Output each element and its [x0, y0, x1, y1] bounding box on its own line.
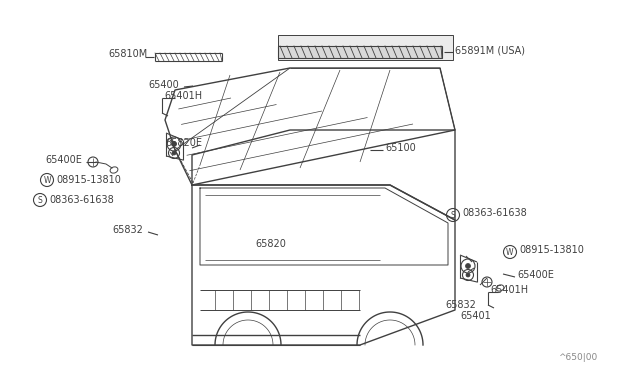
Text: 65400E: 65400E	[517, 270, 554, 280]
Text: S: S	[38, 196, 42, 205]
Text: W: W	[506, 247, 514, 257]
Circle shape	[466, 273, 470, 277]
Text: 65401: 65401	[460, 311, 491, 321]
Text: 08363-61638: 08363-61638	[49, 195, 114, 205]
Bar	[278, 35, 453, 60]
Text: 65401H: 65401H	[490, 285, 528, 295]
Text: 65832: 65832	[445, 300, 476, 310]
Text: 08363-61638: 08363-61638	[462, 208, 527, 218]
Text: 08915-13810: 08915-13810	[519, 245, 584, 255]
Text: 65891M (USA): 65891M (USA)	[455, 45, 525, 55]
Text: 65100: 65100	[385, 143, 416, 153]
Text: 65401H: 65401H	[164, 91, 202, 101]
Text: 65820: 65820	[255, 239, 286, 249]
Text: ^650|00: ^650|00	[558, 353, 597, 362]
Text: 65400E: 65400E	[45, 155, 82, 165]
Circle shape	[172, 151, 176, 155]
Text: 65810M: 65810M	[108, 49, 147, 59]
Text: W: W	[44, 176, 51, 185]
Text: 65832: 65832	[112, 225, 143, 235]
Circle shape	[172, 141, 177, 147]
Text: S: S	[451, 211, 456, 219]
Text: 65400: 65400	[148, 80, 179, 90]
Text: 65820E: 65820E	[165, 138, 202, 148]
Text: 08915-13810: 08915-13810	[56, 175, 121, 185]
Bar	[278, 46, 442, 58]
Circle shape	[465, 263, 470, 269]
